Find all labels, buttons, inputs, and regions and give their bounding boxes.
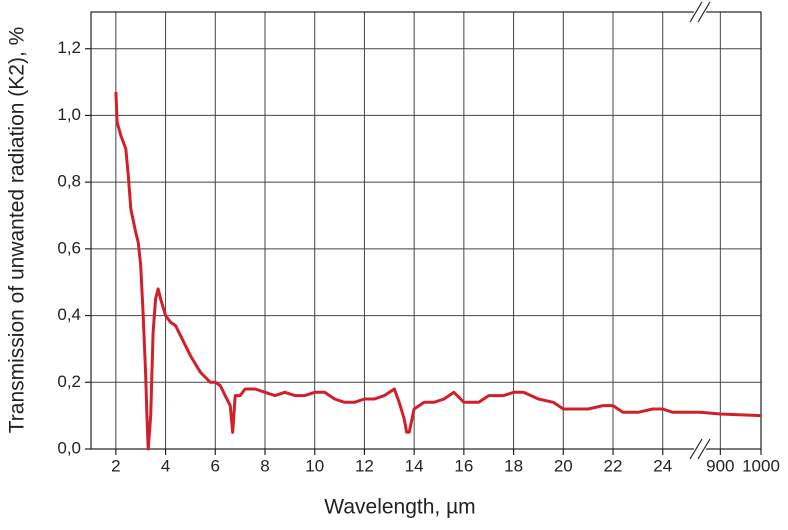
break-mark <box>689 1 703 23</box>
x-tick-label: 2 <box>111 456 120 475</box>
x-tick-label: 22 <box>604 456 623 475</box>
x-tick-label: 12 <box>355 456 374 475</box>
data-line <box>114 92 762 451</box>
x-tick-label: 10 <box>305 456 324 475</box>
x-axis-title: Wavelength, µm <box>324 496 475 519</box>
x-tick-label: 24 <box>653 456 672 475</box>
x-tick-label: 18 <box>504 456 523 475</box>
y-tick-label: 0,4 <box>57 305 81 324</box>
x-tick-label: 4 <box>161 456 170 475</box>
y-tick-label: 0,8 <box>57 172 81 191</box>
x-tick-label: 6 <box>211 456 220 475</box>
x-tick-label: 20 <box>554 456 573 475</box>
break-mark <box>697 438 711 460</box>
x-tick-label: 16 <box>454 456 473 475</box>
break-gap <box>688 439 712 459</box>
x-tick-label: 900 <box>706 456 734 475</box>
x-tick-label: 8 <box>260 456 269 475</box>
y-tick-label: 1,0 <box>57 105 81 124</box>
y-tick-label: 0,0 <box>57 438 81 457</box>
y-tick-label: 1,2 <box>57 38 81 57</box>
y-tick-label: 0,6 <box>57 238 81 257</box>
y-axis-title: Transmission of unwanted radiation (K2),… <box>6 27 29 434</box>
x-tick-label: 1000 <box>742 456 780 475</box>
break-gap <box>688 2 712 22</box>
plot-frame <box>90 11 762 450</box>
y-tick-label: 0,2 <box>57 372 81 391</box>
x-tick-label: 14 <box>405 456 424 475</box>
break-mark <box>697 1 711 23</box>
break-mark <box>689 438 703 460</box>
